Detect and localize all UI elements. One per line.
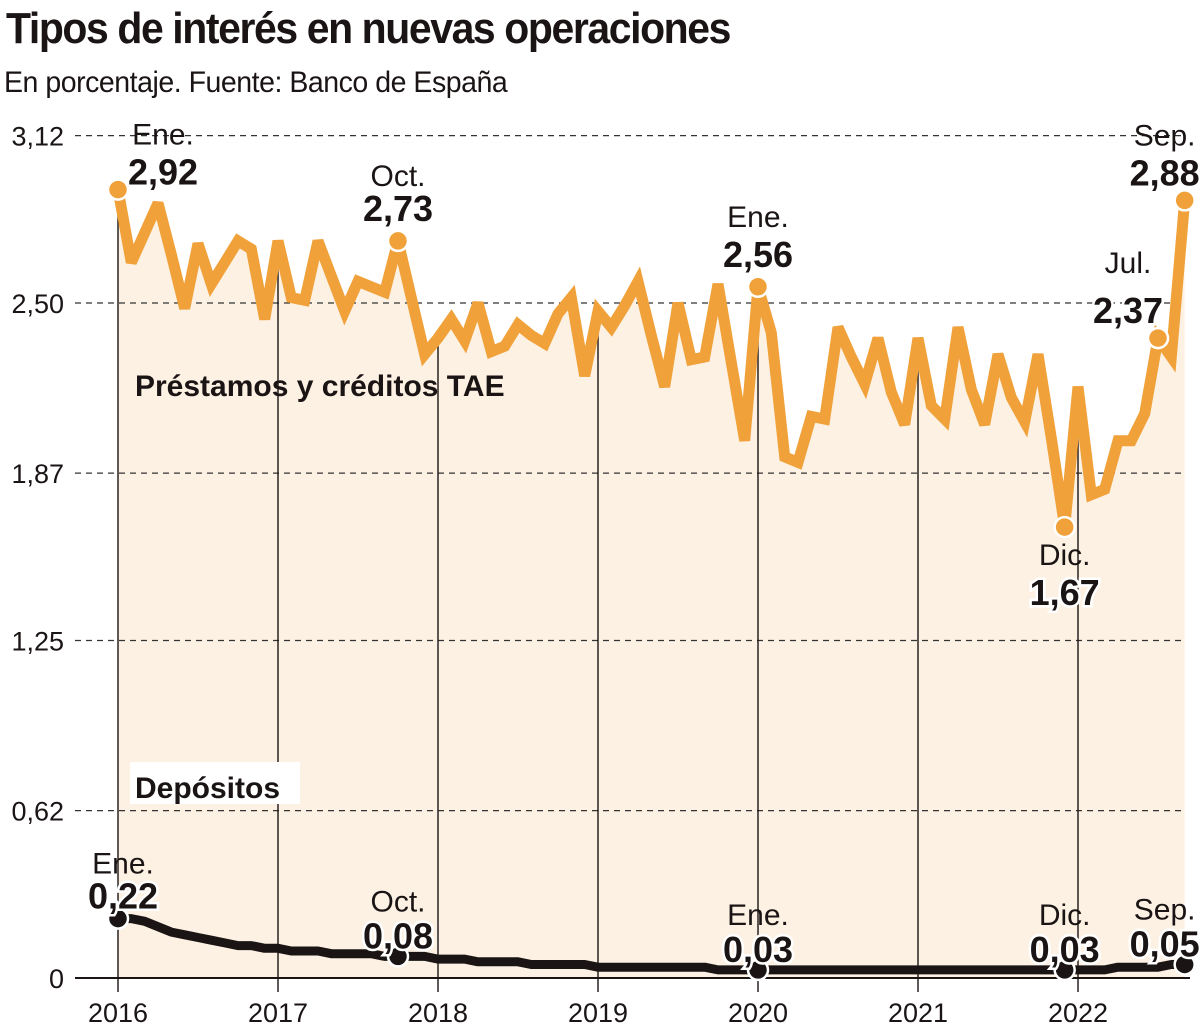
series-label-bg: [130, 762, 300, 804]
annotation-month: Oct.: [370, 885, 425, 918]
series-label-loans: Préstamos y créditos TAE: [135, 370, 505, 403]
deposits-line: [118, 914, 1185, 975]
annotation-dot: [106, 178, 130, 201]
annotation-dot: [106, 907, 130, 930]
annotation-value: 0,03: [723, 929, 793, 970]
y-tick-label: 1,25: [11, 627, 64, 657]
annotation-month: Dic.: [1039, 899, 1091, 932]
annotation-month: Dic.: [1039, 539, 1091, 572]
annotation-value: 2,73: [363, 188, 433, 229]
y-tick-label: 0: [49, 964, 64, 994]
y-tick-label: 3,12: [11, 122, 64, 152]
x-tick-label: 2016: [88, 998, 148, 1028]
annotation-month: Ene.: [132, 119, 194, 152]
annotation-value: 2,37: [1093, 290, 1163, 331]
annotation-month: Ene.: [92, 848, 154, 881]
annotation-dot: [386, 945, 410, 968]
annotation-month: Sep.: [1134, 119, 1196, 152]
x-tick-label: 2017: [248, 998, 308, 1028]
annotation-dot: [386, 229, 410, 253]
annotation-value: 0,08: [363, 915, 433, 956]
annotation-month: Ene.: [727, 201, 789, 234]
x-tick-label: 2018: [408, 998, 468, 1028]
annotation-dot: [1053, 515, 1076, 539]
annotation-month: Oct.: [370, 160, 425, 193]
x-tick-label: 2020: [728, 998, 788, 1028]
y-tick-label: 2,50: [11, 289, 64, 319]
x-tick-label: 2021: [888, 998, 948, 1028]
annotation-value: 0,22: [88, 876, 158, 917]
annotation-dot: [1053, 958, 1076, 982]
annotation-dot: [746, 958, 770, 982]
annotation-month: Jul.: [1105, 247, 1152, 280]
annotation-value: 2,56: [723, 234, 793, 275]
annotation-dot: [1173, 953, 1196, 976]
x-tick-label: 2022: [1048, 998, 1108, 1028]
annotation-month: Ene.: [727, 899, 789, 932]
y-tick-label: 1,87: [11, 459, 64, 489]
annotation-value: 0,05: [1130, 924, 1200, 965]
annotation-dot: [746, 275, 770, 299]
loans-line: [112, 188, 1191, 528]
y-tick-label: 0,62: [11, 797, 64, 827]
series-label-deposits: Depósitos: [135, 772, 280, 805]
annotation-dot: [1173, 189, 1196, 212]
x-tick-label: 2019: [568, 998, 628, 1028]
annotation-month: Sep.: [1134, 894, 1196, 927]
annotation-value: 0,03: [1030, 929, 1100, 970]
annotation-value: 1,67: [1030, 572, 1100, 613]
annotation-dot: [1146, 326, 1170, 350]
annotation-value: 2,92: [128, 152, 198, 193]
annotation-value: 2,88: [1130, 152, 1200, 193]
chart-title: Tipos de interés en nuevas operaciones: [6, 4, 731, 53]
chart-subtitle: En porcentaje. Fuente: Banco de España: [4, 66, 508, 99]
